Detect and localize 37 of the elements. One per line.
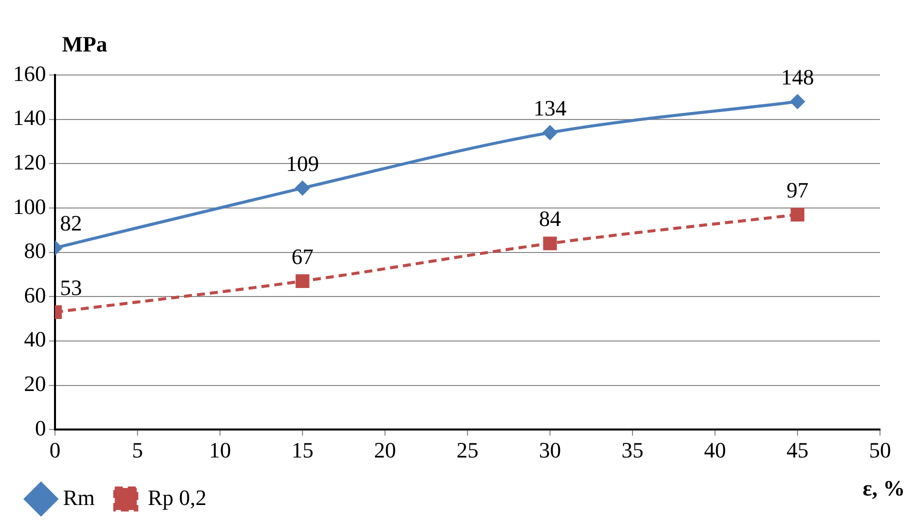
data-label: 97: [786, 177, 808, 202]
data-label: 148: [781, 64, 814, 90]
data-label: 82: [60, 210, 82, 236]
y-tick-label: 40: [24, 326, 46, 352]
x-tick-label: 30: [539, 438, 561, 463]
legend-label: Rm: [63, 484, 95, 510]
x-tick-label: 25: [456, 438, 478, 463]
y-tick-label: 120: [13, 149, 46, 174]
y-axis-title: MPa: [62, 32, 108, 57]
x-tick-label: 45: [786, 438, 808, 463]
point: [543, 236, 557, 250]
y-tick-label: 140: [13, 105, 46, 130]
data-label: 53: [60, 274, 82, 300]
x-axis-title: ε, %: [862, 476, 905, 501]
point: [295, 180, 310, 196]
x-tick-label: 35: [622, 438, 644, 463]
y-tick-label: 100: [13, 194, 46, 219]
point: [296, 274, 310, 288]
y-tick-label: 0: [35, 415, 46, 440]
x-tick-label: 10: [209, 438, 231, 463]
x-tick-label: 50: [869, 438, 891, 463]
x-tick-label: 20: [374, 438, 396, 463]
x-tick-label: 15: [292, 438, 314, 463]
y-tick-label: 20: [24, 371, 46, 396]
x-tick-label: 5: [132, 438, 143, 463]
x-tick-label: 40: [704, 438, 726, 463]
point: [542, 125, 558, 140]
point: [790, 208, 804, 222]
point: [790, 94, 805, 110]
data-label: 67: [292, 244, 314, 269]
y-tick-label: 80: [24, 238, 46, 264]
data-label: 134: [534, 95, 566, 120]
data-label: 84: [539, 206, 561, 232]
data-label: 109: [286, 150, 319, 176]
legend-label: Rp 0,2: [148, 484, 206, 510]
y-tick-label: 160: [13, 60, 46, 86]
y-tick-label: 60: [24, 282, 46, 308]
